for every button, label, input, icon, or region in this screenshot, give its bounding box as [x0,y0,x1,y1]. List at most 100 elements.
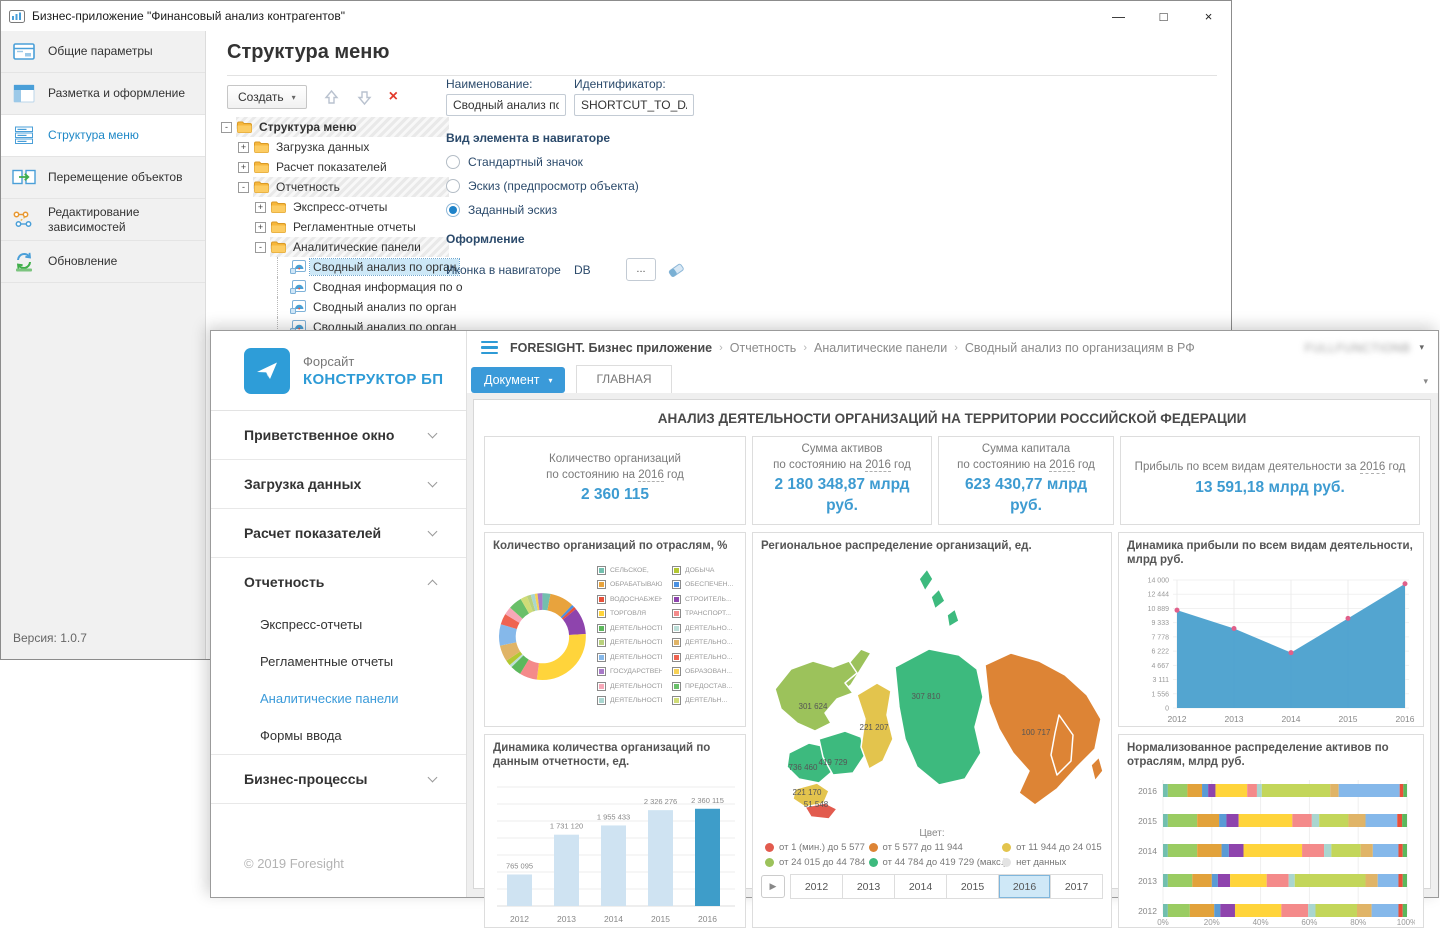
sidebar-item-layout[interactable]: Разметка и оформление [1,73,205,115]
map-region-ural[interactable] [856,682,894,770]
legend-dot [765,858,774,868]
expand-icon[interactable]: + [238,161,249,173]
tree-item[interactable]: - Аналитические панели [221,237,449,257]
tree-item[interactable]: Сводный анализ по орган [221,257,461,277]
legend-label: ТРАНСПОРТ... [685,610,732,617]
window-titlebar[interactable]: Бизнес-приложение "Финансовый анализ кон… [1,1,1231,31]
radio-option[interactable]: Эскиз (предпросмотр объекта) [446,179,786,193]
breadcrumb-root[interactable]: FORESIGHT. Бизнес приложение [510,340,713,355]
timeline-year[interactable]: 2013 [843,875,895,899]
sidebar-subitem[interactable]: Экспресс-отчеты [260,617,363,632]
sidebar-item-update[interactable]: Обновление [1,241,205,283]
kpi-year-link[interactable]: 2016 [1049,458,1075,472]
kpi-year-link[interactable]: 2016 [638,468,664,482]
radio-option[interactable]: Заданный эскиз [446,203,786,217]
kpi-card: Количество организаций по состоянию на 20… [484,436,746,525]
sidebar-subitem[interactable]: Формы ввода [260,728,342,743]
breadcrumb-item[interactable]: Аналитические панели [814,340,948,355]
timeline-year[interactable]: 2014 [895,875,947,899]
map-region-siberia[interactable] [946,608,960,628]
timeline-year[interactable]: 2012 [791,875,843,899]
map-region-fareast[interactable] [1050,714,1074,776]
timeline-year[interactable]: 2016 [999,875,1051,899]
create-button[interactable]: Создать ▾ [227,85,307,109]
sidebar-item-window[interactable]: Общие параметры [1,31,205,73]
legend-label: ДЕЯТЕЛЬНОСТЬ В [610,682,662,690]
user-menu-caret[interactable]: ▾ [1419,342,1424,352]
map-region-fareast[interactable] [1090,756,1104,782]
delete-button[interactable]: × [388,88,398,105]
move-up-button[interactable] [323,89,340,106]
name-input[interactable] [446,94,566,116]
svg-text:7 778: 7 778 [1151,634,1169,641]
radio-option[interactable]: Стандартный значок [446,155,786,169]
identifier-input[interactable] [574,94,694,116]
legend-label: ОБРАБАТЫВАЮ... [610,581,662,588]
browse-button[interactable]: ... [626,258,656,281]
legend-swatch [597,594,606,604]
kpi-year-link[interactable]: 2016 [865,458,891,472]
legend-item: ПРЕДОСТАВ... [672,681,737,691]
maximize-button[interactable]: □ [1159,8,1168,24]
tree-item[interactable]: Сводный анализ по орган [221,297,456,317]
sidebar-item-dependencies[interactable]: Редактирование зависимостей [1,199,205,241]
legend-swatch [597,609,606,618]
legend-item: ТРАНСПОРТ... [672,609,737,618]
kpi-year-link[interactable]: 2016 [1359,461,1386,475]
tree-item-content: Структура меню [236,117,449,137]
collapse-icon[interactable]: - [238,181,249,193]
expand-icon[interactable]: + [255,221,266,233]
expand-icon[interactable]: + [255,201,266,213]
sidebar-section-collapsed[interactable]: Загрузка данных [211,460,466,508]
expand-icon[interactable]: + [238,141,249,153]
tree-item[interactable]: + Расчет показателей [221,157,449,177]
sidebar-subitem[interactable]: Регламентные отчеты [260,654,394,669]
breadcrumb-item[interactable]: Сводный анализ по организациям в РФ [964,340,1195,355]
radio-label: Стандартный значок [468,155,583,169]
radio-unchecked-icon[interactable] [446,155,460,169]
document-menu-button[interactable]: Документ ▾ [471,367,566,393]
map-region-siberia[interactable] [930,588,946,610]
tree-item[interactable]: - Структура меню [221,117,449,137]
map-region-caucasus[interactable] [804,802,838,820]
document-menu-label: Документ [484,373,540,387]
tree-item[interactable]: - Отчетность [221,177,449,197]
tab-main[interactable]: ГЛАВНАЯ [576,365,672,393]
timeline-year[interactable]: 2017 [1051,875,1102,899]
sidebar-subitem[interactable]: Аналитические панели [260,691,399,706]
map-region-volga[interactable] [818,730,866,776]
map-region-northwest[interactable] [774,660,858,732]
tree-item[interactable]: + Регламентные отчеты [221,217,449,237]
collapse-icon[interactable]: - [255,241,266,253]
name-label: Наименование: [446,77,533,91]
map-region-siberia[interactable] [918,568,934,592]
close-button[interactable]: × [1204,8,1213,24]
eraser-icon[interactable] [666,261,686,279]
breadcrumb-item[interactable]: Отчетность [729,340,797,355]
map-region-fareast[interactable] [984,652,1102,806]
sidebar-section-collapsed[interactable]: Расчет показателей [211,509,466,557]
sidebar-section-expanded[interactable]: Отчетность [211,558,466,606]
tree-item[interactable]: Сводная информация по о [221,277,463,297]
radio-unchecked-icon[interactable] [446,179,460,193]
tree-item[interactable]: + Экспресс-отчеты [221,197,449,217]
tree-item-content: Аналитические панели [270,237,449,257]
timeline-year[interactable]: 2015 [947,875,999,899]
sidebar-item-menu-structure[interactable]: Структура меню [1,115,205,157]
minimize-button[interactable]: — [1112,8,1125,24]
radio-checked-icon[interactable] [446,203,460,217]
svg-text:765 095: 765 095 [506,861,533,870]
move-down-button[interactable] [356,89,373,106]
hamburger-menu-icon[interactable] [481,340,498,355]
sidebar-section-collapsed[interactable]: Бизнес-процессы [211,755,466,803]
play-button[interactable]: ▶ [761,875,785,899]
sidebar-section-collapsed[interactable]: Приветственное окно [211,411,466,459]
map-region-siberia[interactable] [894,648,984,786]
collapse-icon[interactable]: - [221,121,232,133]
svg-text:2012: 2012 [1168,714,1187,724]
toolbar-more-caret[interactable]: ▾ [1423,376,1428,386]
map-region-value: 307 810 [912,692,941,701]
tree-item[interactable]: + Загрузка данных [221,137,449,157]
sidebar-item-move-objects[interactable]: Перемещение объектов [1,157,205,199]
org-dynamics-panel: Динамика количества организаций по данны… [484,733,746,928]
